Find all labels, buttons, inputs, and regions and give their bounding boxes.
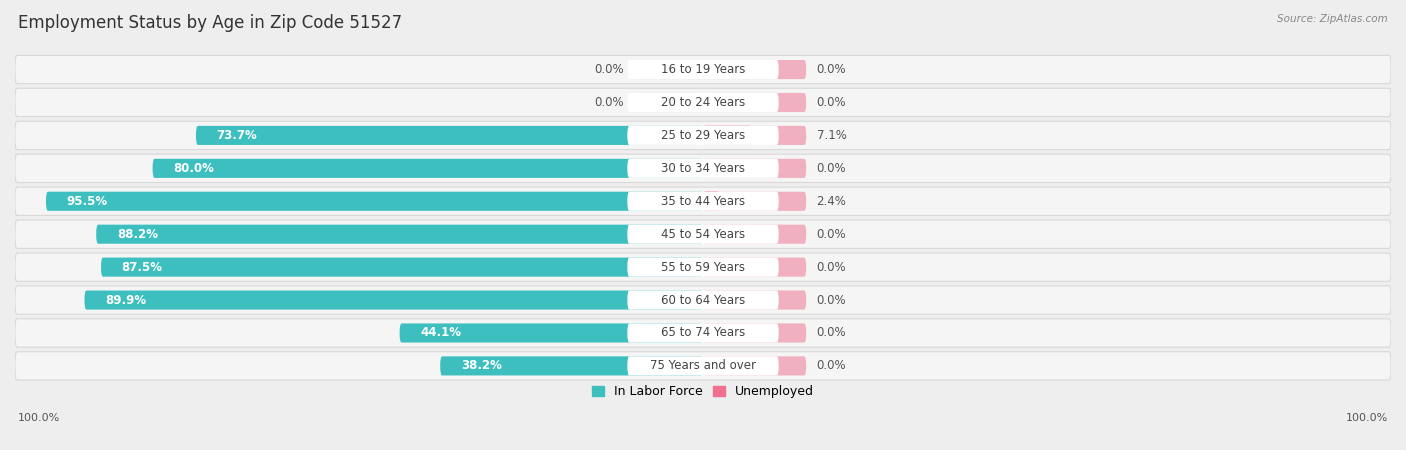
FancyBboxPatch shape bbox=[96, 225, 703, 244]
FancyBboxPatch shape bbox=[627, 126, 779, 145]
FancyBboxPatch shape bbox=[195, 126, 703, 145]
FancyBboxPatch shape bbox=[399, 324, 703, 342]
FancyBboxPatch shape bbox=[703, 192, 720, 211]
Text: 0.0%: 0.0% bbox=[817, 360, 846, 373]
FancyBboxPatch shape bbox=[703, 324, 806, 342]
Text: 60 to 64 Years: 60 to 64 Years bbox=[661, 293, 745, 306]
FancyBboxPatch shape bbox=[627, 93, 779, 112]
Text: 25 to 29 Years: 25 to 29 Years bbox=[661, 129, 745, 142]
FancyBboxPatch shape bbox=[46, 192, 703, 211]
FancyBboxPatch shape bbox=[627, 192, 779, 211]
Text: 20 to 24 Years: 20 to 24 Years bbox=[661, 96, 745, 109]
FancyBboxPatch shape bbox=[84, 291, 703, 310]
FancyBboxPatch shape bbox=[703, 60, 806, 79]
Text: 0.0%: 0.0% bbox=[595, 96, 624, 109]
Text: 45 to 54 Years: 45 to 54 Years bbox=[661, 228, 745, 241]
FancyBboxPatch shape bbox=[627, 159, 779, 178]
FancyBboxPatch shape bbox=[15, 253, 1391, 281]
FancyBboxPatch shape bbox=[703, 356, 806, 375]
Text: 44.1%: 44.1% bbox=[420, 327, 461, 339]
Text: 35 to 44 Years: 35 to 44 Years bbox=[661, 195, 745, 208]
Text: 7.1%: 7.1% bbox=[817, 129, 846, 142]
FancyBboxPatch shape bbox=[703, 225, 806, 244]
FancyBboxPatch shape bbox=[703, 126, 752, 145]
FancyBboxPatch shape bbox=[703, 159, 806, 178]
FancyBboxPatch shape bbox=[703, 93, 806, 112]
Text: 2.4%: 2.4% bbox=[817, 195, 846, 208]
FancyBboxPatch shape bbox=[703, 291, 806, 310]
FancyBboxPatch shape bbox=[627, 291, 779, 310]
Text: 65 to 74 Years: 65 to 74 Years bbox=[661, 327, 745, 339]
FancyBboxPatch shape bbox=[15, 220, 1391, 248]
FancyBboxPatch shape bbox=[627, 60, 779, 79]
Text: 0.0%: 0.0% bbox=[817, 162, 846, 175]
Text: 0.0%: 0.0% bbox=[817, 228, 846, 241]
FancyBboxPatch shape bbox=[627, 356, 779, 375]
FancyBboxPatch shape bbox=[703, 257, 806, 277]
Text: 55 to 59 Years: 55 to 59 Years bbox=[661, 261, 745, 274]
FancyBboxPatch shape bbox=[440, 356, 703, 375]
FancyBboxPatch shape bbox=[153, 159, 703, 178]
FancyBboxPatch shape bbox=[101, 257, 703, 277]
FancyBboxPatch shape bbox=[15, 88, 1391, 117]
Text: 0.0%: 0.0% bbox=[817, 293, 846, 306]
Text: 80.0%: 80.0% bbox=[173, 162, 214, 175]
Text: Employment Status by Age in Zip Code 51527: Employment Status by Age in Zip Code 515… bbox=[18, 14, 402, 32]
Text: 0.0%: 0.0% bbox=[817, 261, 846, 274]
FancyBboxPatch shape bbox=[703, 126, 752, 145]
FancyBboxPatch shape bbox=[634, 60, 703, 79]
FancyBboxPatch shape bbox=[627, 324, 779, 342]
Text: 0.0%: 0.0% bbox=[595, 63, 624, 76]
Text: 16 to 19 Years: 16 to 19 Years bbox=[661, 63, 745, 76]
Text: 88.2%: 88.2% bbox=[117, 228, 157, 241]
Text: 0.0%: 0.0% bbox=[817, 96, 846, 109]
Text: 0.0%: 0.0% bbox=[817, 63, 846, 76]
FancyBboxPatch shape bbox=[15, 121, 1391, 149]
Text: Source: ZipAtlas.com: Source: ZipAtlas.com bbox=[1277, 14, 1388, 23]
Text: 75 Years and over: 75 Years and over bbox=[650, 360, 756, 373]
FancyBboxPatch shape bbox=[703, 192, 720, 211]
Text: 89.9%: 89.9% bbox=[105, 293, 146, 306]
Text: 100.0%: 100.0% bbox=[1346, 413, 1388, 423]
FancyBboxPatch shape bbox=[15, 55, 1391, 84]
FancyBboxPatch shape bbox=[15, 286, 1391, 314]
FancyBboxPatch shape bbox=[15, 319, 1391, 347]
FancyBboxPatch shape bbox=[627, 257, 779, 277]
FancyBboxPatch shape bbox=[627, 225, 779, 244]
FancyBboxPatch shape bbox=[15, 352, 1391, 380]
FancyBboxPatch shape bbox=[15, 154, 1391, 183]
Legend: In Labor Force, Unemployed: In Labor Force, Unemployed bbox=[586, 380, 820, 403]
FancyBboxPatch shape bbox=[15, 187, 1391, 216]
Text: 38.2%: 38.2% bbox=[461, 360, 502, 373]
FancyBboxPatch shape bbox=[703, 126, 806, 145]
Text: 95.5%: 95.5% bbox=[66, 195, 108, 208]
FancyBboxPatch shape bbox=[703, 192, 806, 211]
FancyBboxPatch shape bbox=[634, 93, 703, 112]
Text: 30 to 34 Years: 30 to 34 Years bbox=[661, 162, 745, 175]
Text: 73.7%: 73.7% bbox=[217, 129, 257, 142]
Text: 0.0%: 0.0% bbox=[817, 327, 846, 339]
Text: 87.5%: 87.5% bbox=[122, 261, 163, 274]
Text: 100.0%: 100.0% bbox=[18, 413, 60, 423]
